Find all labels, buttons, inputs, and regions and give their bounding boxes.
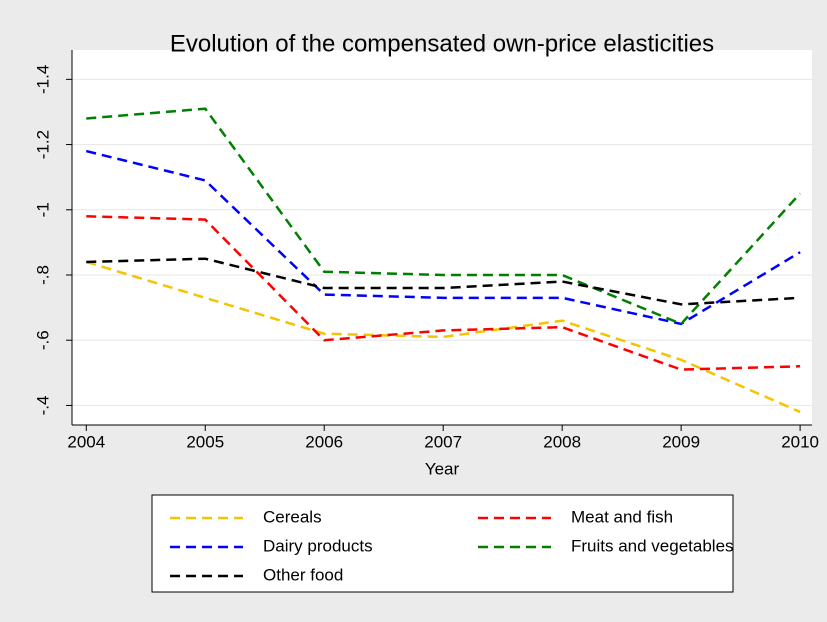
- x-tick-label: 2008: [543, 432, 581, 451]
- x-tick-label: 2007: [424, 432, 462, 451]
- x-tick-label: 2009: [662, 432, 700, 451]
- y-tick-label: -1.2: [33, 130, 52, 159]
- x-axis-title: Year: [425, 459, 460, 478]
- x-tick-label: 2005: [186, 432, 224, 451]
- y-tick-label: -.8: [33, 265, 52, 285]
- chart-title: Evolution of the compensated own-price e…: [170, 30, 714, 57]
- y-tick-label: -.4: [33, 396, 52, 416]
- legend-label: Other food: [263, 565, 343, 584]
- series-line: [86, 257, 801, 306]
- y-tick-label: -1.4: [33, 65, 52, 94]
- legend-label: Dairy products: [263, 536, 373, 555]
- series-line: [85, 260, 801, 414]
- legend-label: Meat and fish: [571, 507, 673, 526]
- series-line: [85, 149, 801, 326]
- series-line: [86, 107, 802, 326]
- legend: [151, 494, 734, 593]
- y-tick-label: -1: [33, 202, 52, 217]
- y-tick-label: -.6: [33, 330, 52, 350]
- x-tick-label: 2004: [67, 432, 105, 451]
- series-line: [86, 215, 801, 371]
- legend-label: Fruits and vegetables: [571, 536, 734, 555]
- legend-label: Cereals: [263, 507, 322, 526]
- x-tick-label: 2006: [305, 432, 343, 451]
- plot-area: [72, 50, 812, 425]
- x-tick-label: 2010: [781, 432, 819, 451]
